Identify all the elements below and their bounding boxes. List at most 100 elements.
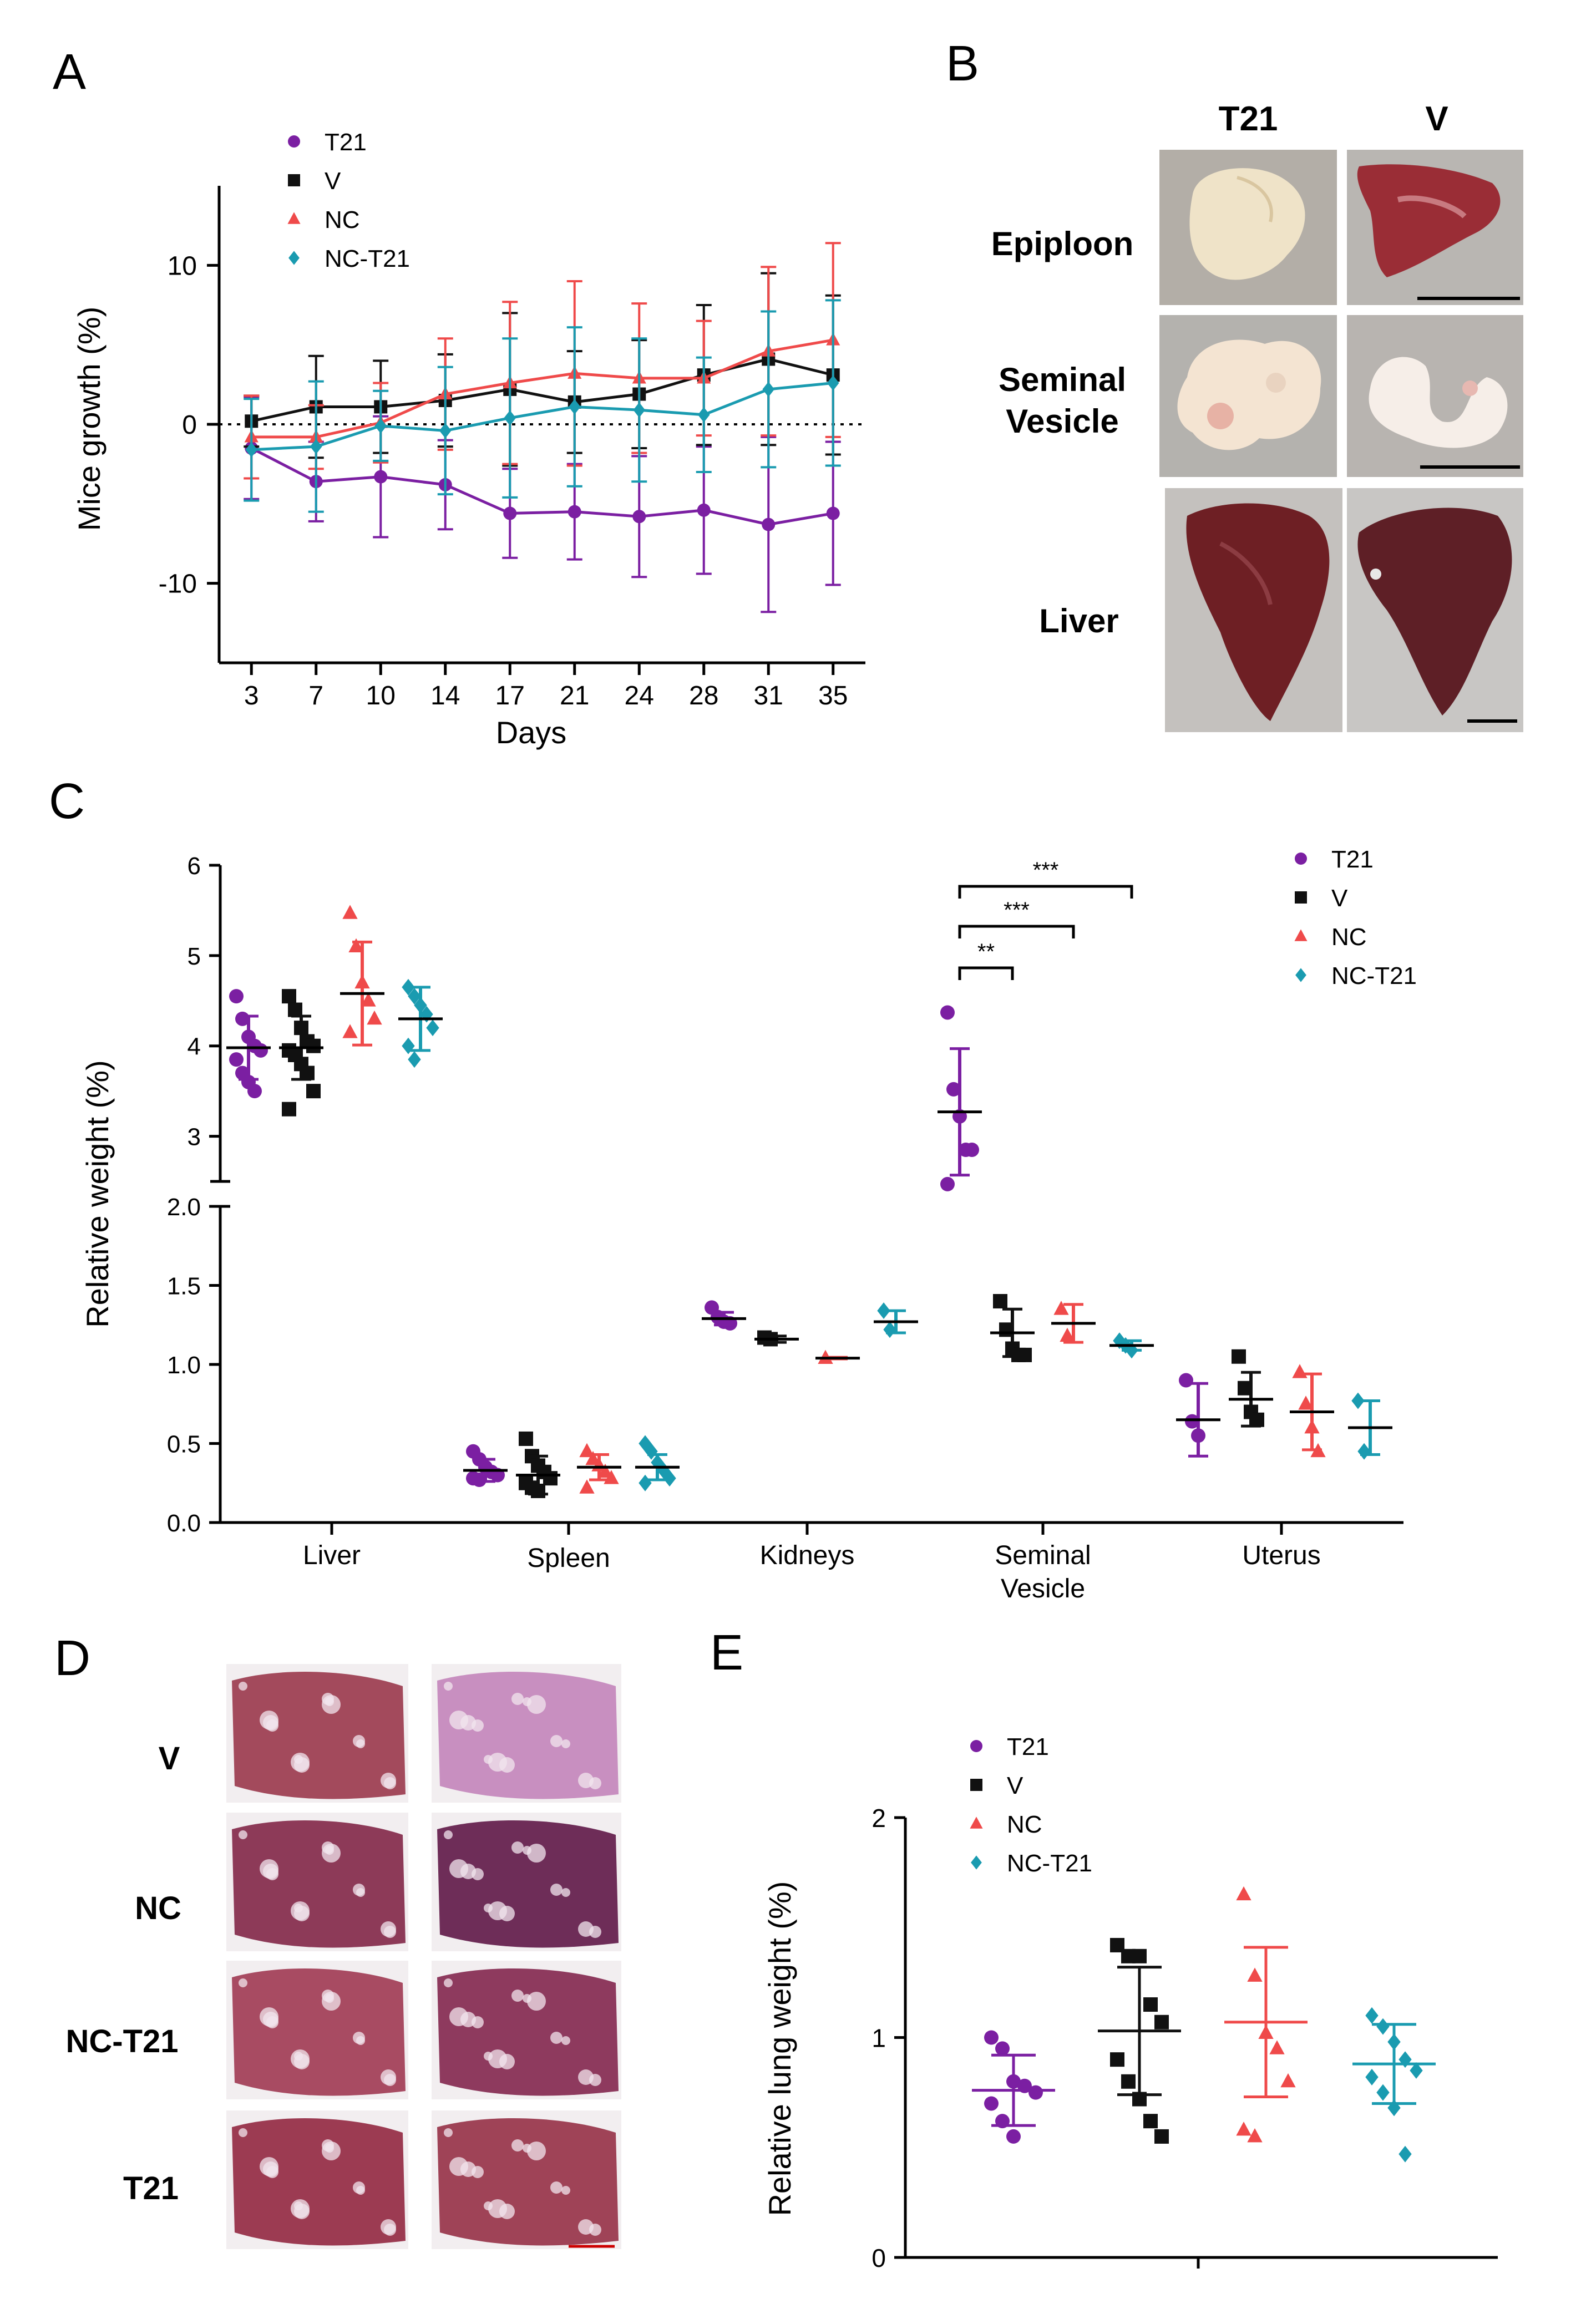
data-point <box>1298 1396 1314 1410</box>
data-point <box>342 1024 358 1038</box>
alveolus <box>322 2139 334 2152</box>
data-point <box>1121 2074 1136 2089</box>
x-tick-label: 7 <box>308 681 323 711</box>
legend-marker-nc-t21 <box>288 251 300 265</box>
col-label-t21: T21 <box>1219 100 1278 138</box>
data-point <box>374 470 388 484</box>
alveolus <box>239 2128 247 2137</box>
significance-label: *** <box>1033 858 1059 882</box>
significance-bracket <box>958 925 1075 938</box>
data-point <box>1110 2052 1124 2067</box>
category-label-kidneys: Kidneys <box>760 1541 855 1570</box>
data-point <box>1351 1392 1365 1409</box>
data-point <box>1132 1948 1147 1963</box>
photo-epiploon-v <box>1347 150 1523 305</box>
x-tick-label: 17 <box>495 681 525 711</box>
panel-b-tissue-photos: T21 V Epiploon Seminal Vesicle Liver <box>991 100 1523 732</box>
alveolus <box>523 1846 531 1855</box>
data-point <box>567 505 581 519</box>
alveolus <box>449 2157 468 2176</box>
data-point <box>1247 1967 1263 1982</box>
data-point <box>697 407 710 423</box>
y-tick-label: 0.5 <box>167 1431 201 1458</box>
data-point <box>1028 2085 1043 2100</box>
series-nc-t21 <box>398 978 1392 1491</box>
data-point <box>1376 2084 1390 2101</box>
x-axis-label: Days <box>496 715 567 750</box>
legend-label-t21: T21 <box>325 129 367 156</box>
legend-label-v: V <box>325 168 341 195</box>
alveolus <box>561 2036 570 2045</box>
legend-marker-v <box>1295 891 1307 904</box>
tissue-section <box>232 1671 406 1799</box>
data-point <box>310 439 322 454</box>
data-point <box>568 399 581 415</box>
data-point <box>639 1474 652 1491</box>
data-point <box>633 402 646 418</box>
alveolus <box>578 2069 594 2085</box>
alveolus <box>578 2219 594 2235</box>
data-point <box>1060 1327 1075 1342</box>
histology-row-label-t21: T21 <box>123 2170 179 2206</box>
histology-row-label-nc-t21: NC-T21 <box>65 2023 178 2059</box>
data-point <box>597 1463 613 1478</box>
alveolus <box>444 1978 453 1987</box>
y-tick-label: -10 <box>159 570 197 599</box>
legend-label-nc: NC <box>1331 923 1367 951</box>
histology-tile <box>226 2110 408 2249</box>
series-nc <box>244 242 841 480</box>
alveolus <box>294 1904 303 1912</box>
alveolus <box>511 1990 524 2002</box>
alveolus <box>484 2052 493 2061</box>
series-nc-t21 <box>244 299 841 513</box>
data-point <box>1154 2129 1169 2144</box>
legend-panel-e: T21 V NC NC-T21 <box>970 1733 1092 1877</box>
histology-tile <box>226 1813 408 1951</box>
data-point <box>984 2030 999 2045</box>
data-point <box>1053 1301 1069 1315</box>
alveolus <box>322 1990 334 2002</box>
data-point <box>1376 2018 1390 2035</box>
data-point <box>1017 1347 1032 1362</box>
data-point <box>1185 1414 1199 1429</box>
alveolus <box>294 2052 303 2061</box>
alveolus <box>488 1901 507 1920</box>
row-label-epiploon: Epiploon <box>991 225 1134 262</box>
y-tick-label: 0.0 <box>167 1510 201 1537</box>
data-point <box>402 1037 415 1054</box>
legend-marker-nc-t21 <box>971 1855 982 1870</box>
data-point <box>984 2096 999 2111</box>
series-t21 <box>972 2030 1055 2144</box>
data-point <box>632 510 646 524</box>
data-point <box>697 503 711 517</box>
alveolus <box>449 1859 468 1878</box>
legend-marker-v <box>288 174 300 186</box>
alveolus <box>444 2128 453 2137</box>
x-tick-label: 14 <box>430 681 460 711</box>
histology-tile <box>432 1664 621 1803</box>
significance-label: ** <box>977 940 995 964</box>
alveolus <box>294 2201 303 2210</box>
category-label-vesicle: Vesicle <box>1001 1574 1085 1604</box>
alveolus <box>527 2142 546 2160</box>
y-axis-label: Mice growth (%) <box>72 307 107 531</box>
series-nc-t21 <box>1352 2007 1436 2163</box>
alveolus <box>488 2049 507 2068</box>
y-tick-label: 1.5 <box>167 1273 201 1300</box>
alveolus <box>561 1739 570 1748</box>
data-point <box>762 382 775 397</box>
alveolus <box>381 1921 396 1937</box>
alveolus <box>488 1753 507 1772</box>
tissue-section <box>232 1968 406 2096</box>
alveolus <box>550 1884 563 1896</box>
x-tick-label: 3 <box>244 681 259 711</box>
data-point <box>995 2041 1010 2056</box>
alveolus <box>484 1904 493 1912</box>
y-tick-label: 6 <box>188 853 201 880</box>
data-point <box>1113 1332 1126 1349</box>
alveolus <box>523 2144 531 2153</box>
row-label-vesicle: Vesicle <box>1006 403 1119 440</box>
data-point <box>1398 2051 1412 2068</box>
y-tick-label: 0 <box>871 2244 886 2272</box>
